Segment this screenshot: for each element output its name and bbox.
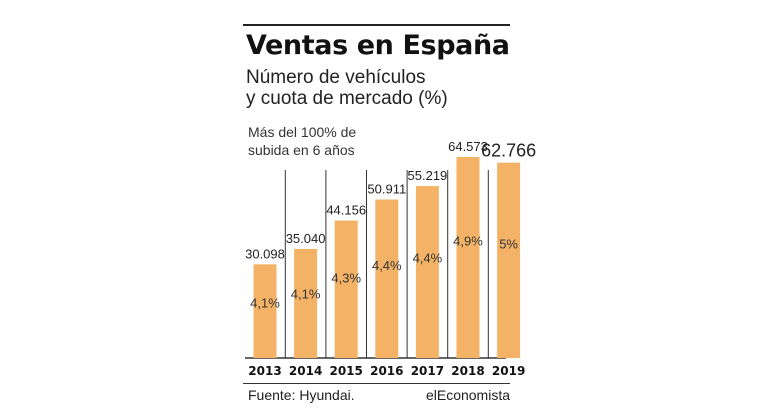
bar-2014 [294,248,318,358]
share-label-2015: 4,3% [331,270,361,285]
bar-2019 [497,162,521,358]
share-label-2019: 5% [499,237,518,252]
share-label-2013: 4,1% [250,296,280,311]
growth-annotation: Más del 100% de subida en 6 años [248,123,356,159]
subtitle-line-2: y cuota de mercado (%) [246,88,448,109]
value-label-2014: 35.040 [286,231,326,246]
value-label-2016: 50.911 [367,182,406,197]
annotation-line-2: subida en 6 años [248,142,355,158]
share-label-2014: 4,1% [291,287,321,302]
subtitle-line-1: Número de vehículos [246,67,426,88]
bar-2018 [456,157,480,358]
tick-label-2013: 2013 [248,364,281,378]
share-label-2018: 4,9% [453,233,483,248]
share-label-2016: 4,4% [372,258,402,273]
chart-subtitle: Número de vehículos y cuota de mercado (… [246,67,506,109]
tick-label-2019: 2019 [492,364,525,378]
value-label-2013: 30.098 [245,246,285,261]
brand-name: elEconomista [425,387,510,403]
footer-rule [243,383,510,384]
chart-title: Ventas en España [246,30,510,61]
tick-label-2016: 2016 [370,364,403,378]
value-label-2017: 55.219 [408,168,448,183]
bar-2013 [253,264,277,358]
share-label-2017: 4,4% [413,250,443,265]
annotation-line-1: Más del 100% de [248,124,357,140]
source-note: Fuente: Hyundai. [248,387,355,403]
tick-label-2017: 2017 [411,364,444,378]
tick-label-2014: 2014 [289,364,322,378]
top-rule [243,24,510,26]
value-label-2019: 62.766 [481,141,536,161]
tick-label-2018: 2018 [451,364,484,378]
bar-2017 [415,186,439,358]
tick-label-2015: 2015 [329,364,362,378]
value-label-2018: 64.573 [448,139,488,154]
bar-2016 [375,199,399,358]
bar-2015 [334,220,358,358]
value-label-2015: 44.156 [326,203,366,218]
